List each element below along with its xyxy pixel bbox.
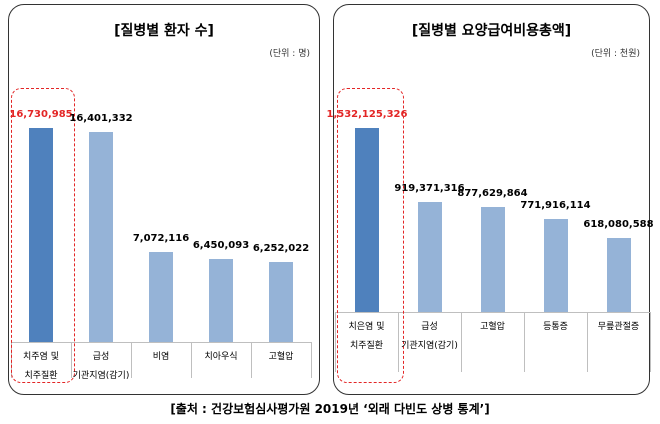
bar xyxy=(354,128,379,312)
value-label: 919,371,316 xyxy=(394,182,465,194)
value-label: 1,532,125,326 xyxy=(326,109,408,120)
chart-title: [질병별 요양급여비용총액] xyxy=(411,23,572,39)
value-label: 6,450,093 xyxy=(192,240,250,252)
panel xyxy=(8,4,320,395)
category-label: 치아우식 xyxy=(204,352,238,362)
bar xyxy=(89,132,113,342)
bar xyxy=(606,237,631,312)
value-label: 16,401,332 xyxy=(69,113,133,125)
bar xyxy=(269,262,293,342)
highlight-box xyxy=(336,88,404,383)
category-label: 비염 xyxy=(152,352,170,362)
separator xyxy=(191,342,192,378)
bar xyxy=(480,206,505,312)
separator xyxy=(335,312,336,372)
category-label: 치주염 및 치주질환 xyxy=(23,352,59,381)
category-label: 고혈압 xyxy=(480,322,505,332)
bar xyxy=(543,219,568,312)
caption: [출처 : 건강보험심사평가원 2019년 ‘외래 다빈도 상병 통계’] xyxy=(170,402,490,416)
separator xyxy=(71,342,72,378)
separator xyxy=(251,342,252,378)
bar xyxy=(417,201,442,312)
separator xyxy=(311,342,312,378)
bar xyxy=(209,259,233,342)
separator xyxy=(461,312,462,372)
value-label: 7,072,116 xyxy=(132,232,190,244)
unit-label: (단위 : 천원) xyxy=(591,49,640,59)
baseline xyxy=(11,342,311,343)
bar xyxy=(29,128,53,342)
highlight-box xyxy=(11,88,75,383)
category-label: 치은염 및 치주질환 xyxy=(348,322,385,351)
unit-label: (단위 : 명) xyxy=(269,49,310,59)
bar xyxy=(149,251,173,342)
category-label: 등통증 xyxy=(543,322,568,332)
separator xyxy=(131,342,132,378)
value-label: 771,916,114 xyxy=(520,200,591,212)
value-label: 6,252,022 xyxy=(252,243,310,255)
value-label: 877,629,864 xyxy=(457,187,528,199)
separator xyxy=(650,312,651,372)
separator xyxy=(398,312,399,372)
category-label: 급성 기관지염(감기) xyxy=(401,322,458,351)
separator xyxy=(587,312,588,372)
category-label: 무릎관절증 xyxy=(597,322,640,332)
category-label: 고혈압 xyxy=(268,352,294,362)
panel xyxy=(333,4,650,395)
chart-title: [질병별 환자 수] xyxy=(114,23,214,39)
value-label: 618,080,588 xyxy=(583,218,654,230)
baseline xyxy=(335,312,650,313)
separator xyxy=(524,312,525,372)
category-label: 급성 기관지염(감기) xyxy=(72,352,130,381)
value-label: 16,730,985 xyxy=(9,109,73,120)
